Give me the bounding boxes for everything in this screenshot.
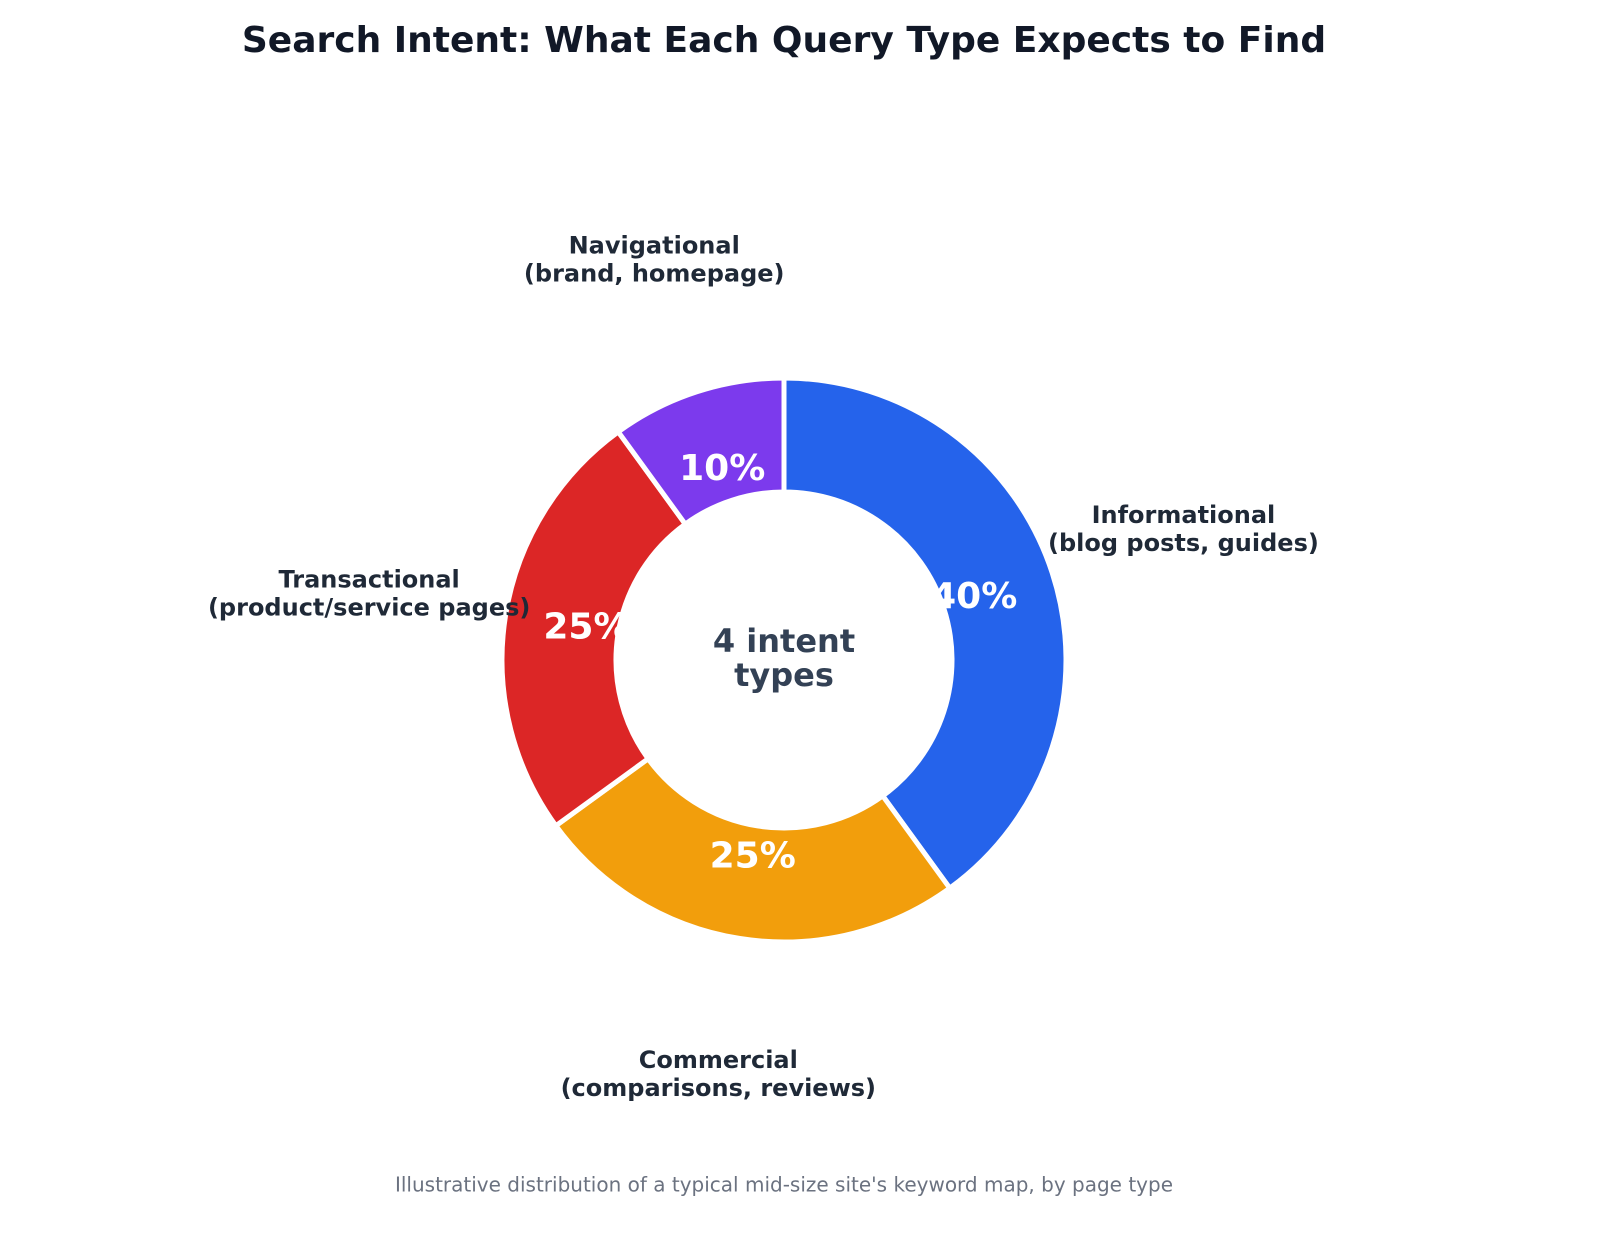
center-label: types [734, 656, 834, 694]
value-label: 25% [543, 607, 629, 648]
category-label: (blog posts, guides) [1048, 529, 1319, 557]
category-label: Informational [1092, 501, 1276, 529]
donut-slice [499, 428, 689, 830]
category-label: (brand, homepage) [524, 260, 785, 288]
center-label: 4 intent [713, 622, 855, 660]
donut-slice [781, 375, 1069, 892]
donut-slice [614, 375, 787, 528]
category-label: Commercial [639, 1046, 798, 1074]
value-label: 40% [931, 576, 1017, 617]
chart-title: Search Intent: What Each Query Type Expe… [242, 20, 1326, 61]
value-label: 25% [710, 836, 796, 877]
category-label: (comparisons, reviews) [561, 1074, 876, 1102]
category-label: (product/service pages) [208, 593, 530, 621]
category-label: Navigational [569, 232, 740, 260]
category-label: Transactional [279, 565, 460, 593]
caption: Illustrative distribution of a typical m… [395, 1173, 1173, 1197]
value-label: 10% [679, 448, 765, 489]
donut-slice [552, 755, 954, 945]
